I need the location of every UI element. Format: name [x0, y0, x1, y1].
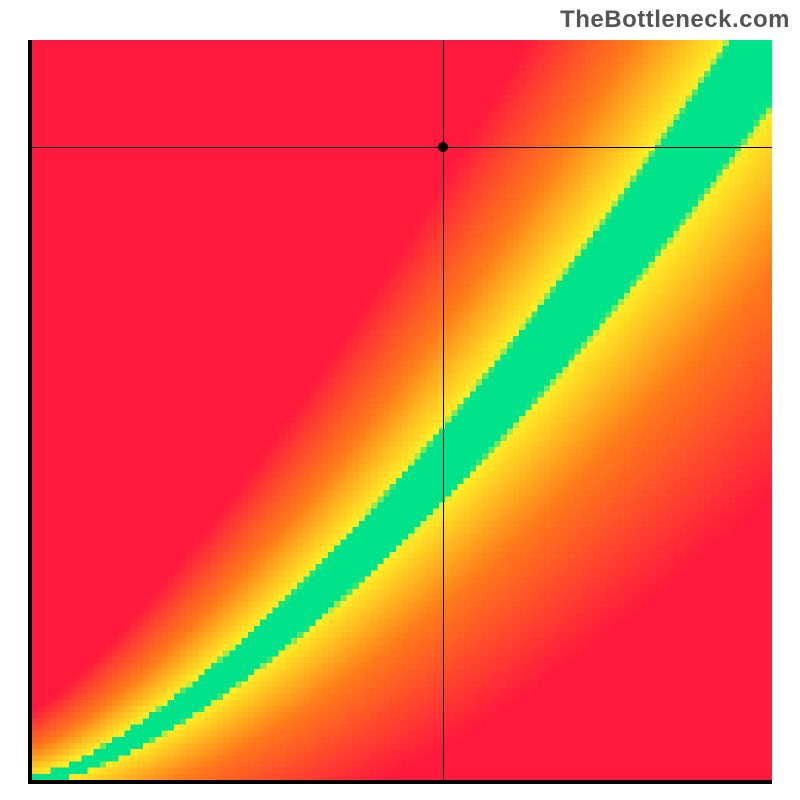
watermark-text: TheBottleneck.com [560, 6, 790, 34]
crosshair-marker [438, 142, 448, 152]
heatmap-canvas [32, 40, 772, 780]
bottleneck-heatmap [28, 40, 772, 784]
crosshair-horizontal [32, 147, 772, 148]
